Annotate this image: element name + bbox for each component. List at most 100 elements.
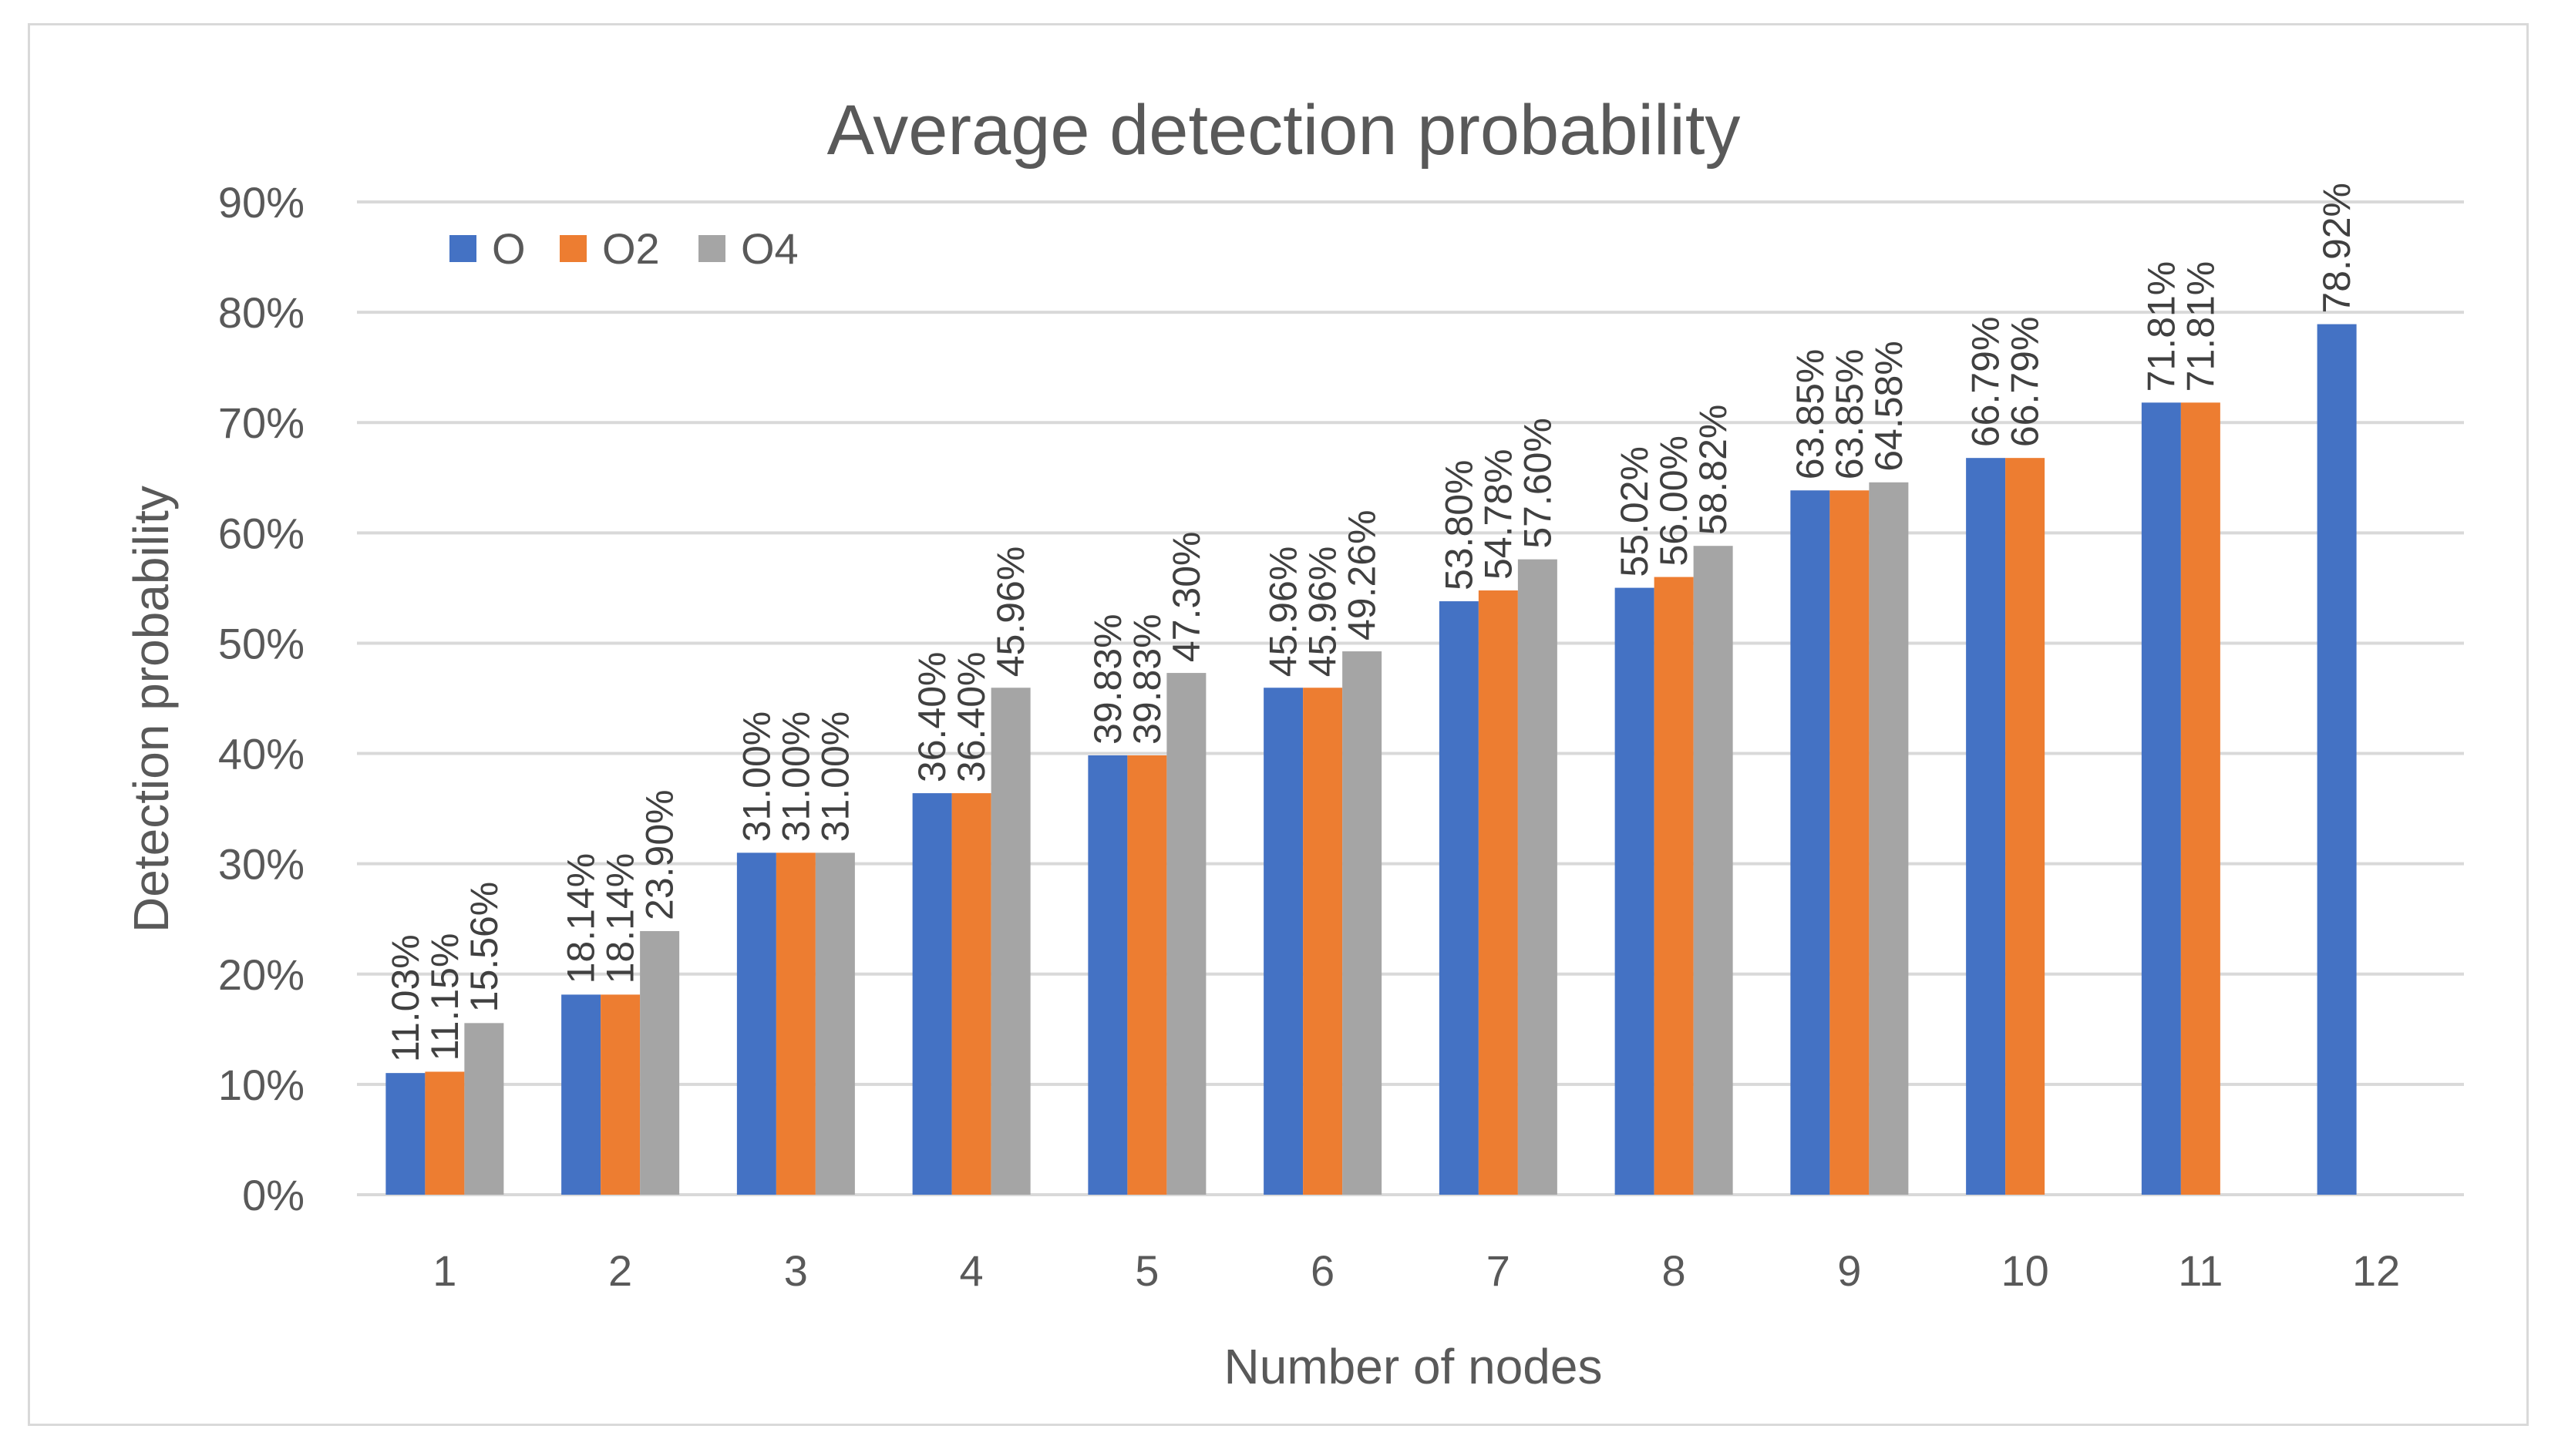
data-label-o-2: 18.14% [560,853,603,984]
y-tick-label: 60% [218,509,305,557]
x-tick-label: 7 [1486,1246,1510,1295]
data-label-o4-5: 47.30% [1165,531,1208,662]
bar-o2-7 [1478,590,1518,1195]
x-tick-label: 4 [960,1246,984,1295]
data-label-o4-1: 15.56% [463,882,506,1013]
y-tick-label: 90% [218,178,305,227]
bar-o2-11 [2180,402,2220,1195]
y-tick-label: 70% [218,398,305,447]
bar-o-3 [736,852,776,1195]
bar-o2-9 [1829,490,1870,1195]
bar-o2-8 [1654,577,1694,1195]
bar-o-7 [1439,601,1479,1195]
bar-o-5 [1088,755,1128,1195]
bar-o2-4 [951,793,991,1195]
data-label-o4-7: 57.60% [1516,418,1559,549]
x-tick-label: 3 [784,1246,808,1295]
bar-o4-5 [1166,673,1207,1195]
data-label-o2-4: 36.40% [950,651,993,782]
y-axis-title: Detection probability [123,486,179,933]
bar-o-9 [1790,490,1830,1195]
x-tick-label: 9 [1837,1246,1861,1295]
data-labels: 11.03%11.15%15.56% 18.14%18.14%23.90%31.0… [384,183,2358,1062]
data-label-o-6: 45.96% [1262,546,1305,678]
bar-o-8 [1614,587,1654,1195]
bar-o-10 [1966,458,2006,1195]
y-tick-label: 20% [218,950,305,999]
y-tick-label: 80% [218,288,305,337]
data-label-o4-4: 45.96% [989,546,1032,678]
legend-label-o2: O2 [602,224,660,273]
data-label-o2-3: 31.00% [774,711,817,842]
legend-swatch-o [449,235,476,262]
bars [385,324,2357,1195]
data-label-o2-2: 18.14% [599,853,642,984]
x-tick-label: 2 [608,1246,632,1295]
data-label-o4-3: 31.00% [813,711,857,842]
bar-o2-3 [776,852,816,1195]
bar-o4-1 [464,1023,504,1195]
bar-o-11 [2141,402,2181,1195]
data-label-o-4: 36.40% [910,651,954,782]
x-tick-label: 10 [2001,1246,2048,1295]
data-label-o4-8: 58.82% [1691,405,1735,536]
x-axis-ticks: 1 2 3 4 5 6 7 8 9 10 11 12 [433,1246,2400,1295]
legend-label-o: O [492,224,526,273]
data-label-o-1: 11.03% [384,934,427,1062]
legend-swatch-o4 [698,235,725,262]
y-tick-label: 10% [218,1061,305,1109]
data-label-o-3: 31.00% [735,711,778,842]
data-label-o2-9: 63.85% [1828,349,1871,480]
x-tick-label: 8 [1662,1246,1686,1295]
x-tick-label: 11 [2178,1246,2223,1295]
data-label-o-8: 55.02% [1613,446,1656,577]
bar-o-12 [2317,324,2357,1195]
gridlines [357,200,2464,1196]
legend-swatch-o2 [560,235,587,262]
bar-o4-8 [1693,546,1733,1195]
bar-o-1 [385,1073,426,1195]
data-label-o-9: 63.85% [1789,349,1832,480]
legend-label-o4: O4 [741,224,799,273]
bar-o-6 [1264,688,1304,1195]
x-axis-title: Number of nodes [1224,1339,1603,1394]
y-axis-ticks: 0% 10% 20% 30% 40% 50% 60% 70% 80% 90% [218,178,305,1219]
data-label-o2-10: 66.79% [2004,317,2047,448]
x-tick-label: 6 [1311,1246,1335,1295]
y-tick-label: 0% [242,1171,305,1219]
bar-o4-2 [640,930,680,1195]
bar-o2-10 [2005,458,2045,1195]
data-label-o-11: 71.81% [2139,261,2183,392]
data-label-o4-2: 23.90% [638,789,682,920]
y-tick-label: 50% [218,619,305,667]
bar-o4-6 [1342,651,1382,1195]
data-label-o4-6: 49.26% [1341,509,1384,641]
y-tick-label: 30% [218,840,305,889]
x-tick-label: 12 [2352,1246,2400,1295]
bar-o-2 [561,994,601,1195]
data-label-o2-8: 56.00% [1652,435,1695,567]
x-tick-label: 1 [433,1246,456,1295]
bar-o2-1 [425,1071,465,1195]
bar-o4-4 [991,688,1031,1195]
data-label-o2-6: 45.96% [1301,546,1345,678]
bar-o-4 [912,793,952,1195]
data-label-o2-1: 11.15% [423,933,466,1061]
bar-o2-5 [1127,755,1167,1195]
bar-o4-3 [815,852,855,1195]
bar-o4-9 [1869,482,1909,1195]
data-label-o-7: 53.80% [1437,459,1480,590]
data-label-o4-9: 64.58% [1867,341,1910,472]
data-label-o-10: 66.79% [1964,317,2008,448]
data-label-o2-5: 39.83% [1126,614,1169,745]
data-label-o-12: 78.92% [2315,183,2358,314]
legend: O O2 O4 [449,224,799,273]
bar-o2-2 [601,994,641,1195]
data-label-o2-11: 71.81% [2179,261,2222,392]
y-tick-label: 40% [218,730,305,778]
data-label-o2-7: 54.78% [1476,449,1520,580]
chart-title: Average detection probability [827,91,1741,170]
bar-o4-7 [1517,559,1557,1195]
data-label-o-5: 39.83% [1086,614,1129,745]
